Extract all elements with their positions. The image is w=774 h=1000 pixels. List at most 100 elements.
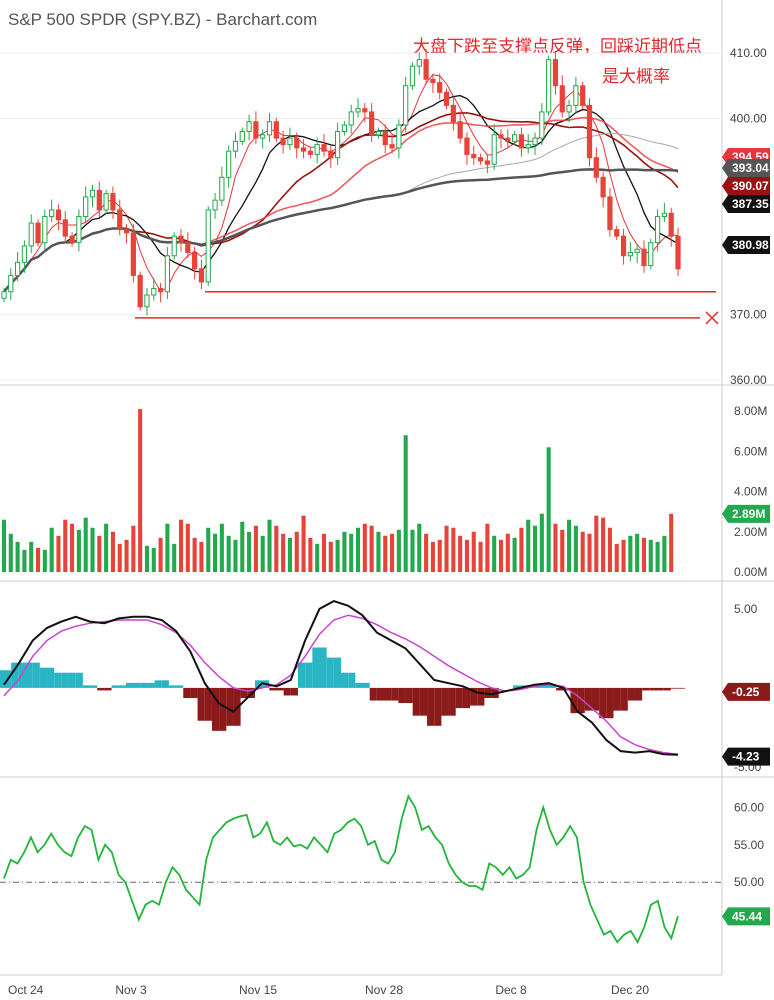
price-candle-85 bbox=[580, 81, 586, 110]
macd-hist-bar-38-1 bbox=[548, 685, 557, 688]
price-candle-body-32 bbox=[219, 176, 225, 201]
volume-bar-87 bbox=[594, 515, 599, 572]
macd-hist-bar-42-1 bbox=[606, 687, 614, 719]
rsi-tick-label-2: 50.00 bbox=[734, 875, 764, 889]
price-candle-66 bbox=[450, 98, 456, 131]
price-candle-68 bbox=[464, 132, 470, 165]
price-candle-91 bbox=[620, 228, 627, 265]
price-candle-48 bbox=[328, 145, 334, 169]
price-candle-3 bbox=[21, 240, 28, 273]
price-candle-body-55 bbox=[375, 131, 382, 136]
macd-hist-bar-25-0 bbox=[355, 682, 363, 688]
price-candle-body-22 bbox=[151, 287, 157, 296]
macd-badge-hist-label: -0.25 bbox=[732, 685, 760, 699]
macd-hist-bar-44-1 bbox=[634, 687, 643, 701]
price-candle-body-88 bbox=[600, 176, 606, 198]
macd-hist-bar-33-1 bbox=[477, 687, 485, 706]
macd-hist-bar-24-0 bbox=[341, 672, 349, 688]
macd-hist-bar-38-0 bbox=[541, 685, 549, 688]
volume-bar-33 bbox=[226, 535, 231, 572]
volume-bar-37 bbox=[253, 525, 258, 572]
volume-bar-64 bbox=[437, 539, 442, 572]
price-candle-45 bbox=[307, 147, 313, 159]
price-candle-86 bbox=[586, 98, 593, 167]
macd-hist-bar-12-1 bbox=[176, 685, 184, 688]
price-candle-32 bbox=[219, 166, 225, 206]
volume-bar-58 bbox=[396, 529, 401, 572]
time-axis-label-3: Nov 28 bbox=[365, 983, 403, 997]
volume-bar-71 bbox=[485, 523, 490, 572]
volume-bar-84 bbox=[573, 525, 578, 572]
annotation-line-1: 大盘下跌至支撑点反弹，回踩近期低点 bbox=[413, 37, 702, 57]
price-candle-23 bbox=[157, 282, 164, 303]
chart-header-title: S&P 500 SPDR (SPY.BZ) - Barchart.com bbox=[8, 10, 318, 29]
macd-hist-bar-13-1 bbox=[190, 687, 198, 698]
price-candle-78 bbox=[532, 132, 538, 156]
price-candle-70 bbox=[477, 153, 484, 165]
price-candle-99 bbox=[675, 227, 681, 277]
macd-hist-bar-39-0 bbox=[556, 687, 564, 691]
price-candle-body-98 bbox=[668, 212, 674, 237]
price-candle-body-9 bbox=[62, 219, 68, 237]
macd-hist-bar-27-0 bbox=[384, 687, 392, 701]
price-candle-60 bbox=[409, 62, 416, 90]
price-candle-75 bbox=[511, 130, 518, 146]
price-candle-body-15 bbox=[103, 193, 109, 211]
macd-hist-bar-6-1 bbox=[90, 685, 98, 688]
price-candle-body-85 bbox=[580, 85, 586, 106]
macd-hist-bar-43-1 bbox=[620, 687, 628, 711]
volume-bar-69 bbox=[471, 531, 476, 572]
price-candle-65 bbox=[443, 88, 450, 110]
macd-hist-bar-25-1 bbox=[362, 682, 370, 688]
macd-hist-bar-30-0 bbox=[427, 687, 435, 726]
price-candle-34 bbox=[232, 132, 239, 159]
volume-bar-10 bbox=[70, 523, 75, 572]
volume-bar-19 bbox=[131, 525, 136, 572]
price-candle-body-24 bbox=[164, 255, 171, 293]
price-badge-3-bg bbox=[722, 195, 770, 213]
volume-bar-55 bbox=[376, 531, 381, 572]
macd-hist-bar-41-1 bbox=[591, 687, 600, 711]
price-candle-76 bbox=[518, 127, 525, 157]
volume-bar-86 bbox=[587, 533, 592, 572]
macd-hist-bar-11-0 bbox=[154, 680, 162, 688]
price-candle-6 bbox=[42, 209, 48, 252]
price-candle-40 bbox=[273, 117, 279, 142]
price-candle-54 bbox=[369, 103, 375, 142]
volume-bar-93 bbox=[635, 533, 640, 572]
price-candle-9 bbox=[62, 210, 68, 244]
price-candle-77 bbox=[525, 134, 531, 154]
macd-hist-bar-40-1 bbox=[577, 687, 585, 714]
price-candle-body-45 bbox=[307, 150, 313, 155]
volume-bar-76 bbox=[519, 527, 524, 572]
price-candle-body-43 bbox=[294, 137, 300, 149]
volume-bar-18 bbox=[124, 539, 129, 572]
price-candle-body-14 bbox=[96, 189, 102, 211]
price-candle-body-26 bbox=[178, 235, 184, 244]
macd-hist-bar-45-0 bbox=[642, 687, 650, 691]
volume-bar-67 bbox=[458, 535, 463, 572]
price-candle-body-97 bbox=[661, 212, 667, 218]
rsi-last-badge-label: 45.44 bbox=[732, 909, 762, 923]
macd-hist-bar-19-1 bbox=[276, 687, 284, 691]
price-candle-62 bbox=[423, 49, 429, 85]
price-candle-body-41 bbox=[280, 137, 286, 146]
price-candle-84 bbox=[573, 76, 579, 113]
price-candle-52 bbox=[355, 98, 361, 118]
price-candle-81 bbox=[552, 52, 559, 95]
price-candle-55 bbox=[375, 127, 382, 139]
price-candle-body-58 bbox=[396, 124, 402, 149]
price-candle-43 bbox=[294, 132, 300, 159]
price-candle-7 bbox=[49, 199, 55, 223]
volume-bar-1 bbox=[8, 533, 13, 572]
price-candle-31 bbox=[212, 193, 218, 219]
volume-bar-42 bbox=[287, 537, 292, 572]
price-candle-body-23 bbox=[157, 287, 164, 293]
volume-bar-60 bbox=[410, 529, 415, 572]
macd-hist-bar-10-0 bbox=[140, 682, 148, 688]
macd-hist-bar-9-0 bbox=[125, 682, 134, 688]
price-candle-37 bbox=[253, 111, 259, 144]
price-candle-0 bbox=[1, 287, 7, 303]
volume-bar-14 bbox=[97, 535, 102, 572]
price-candle-body-19 bbox=[130, 232, 136, 276]
